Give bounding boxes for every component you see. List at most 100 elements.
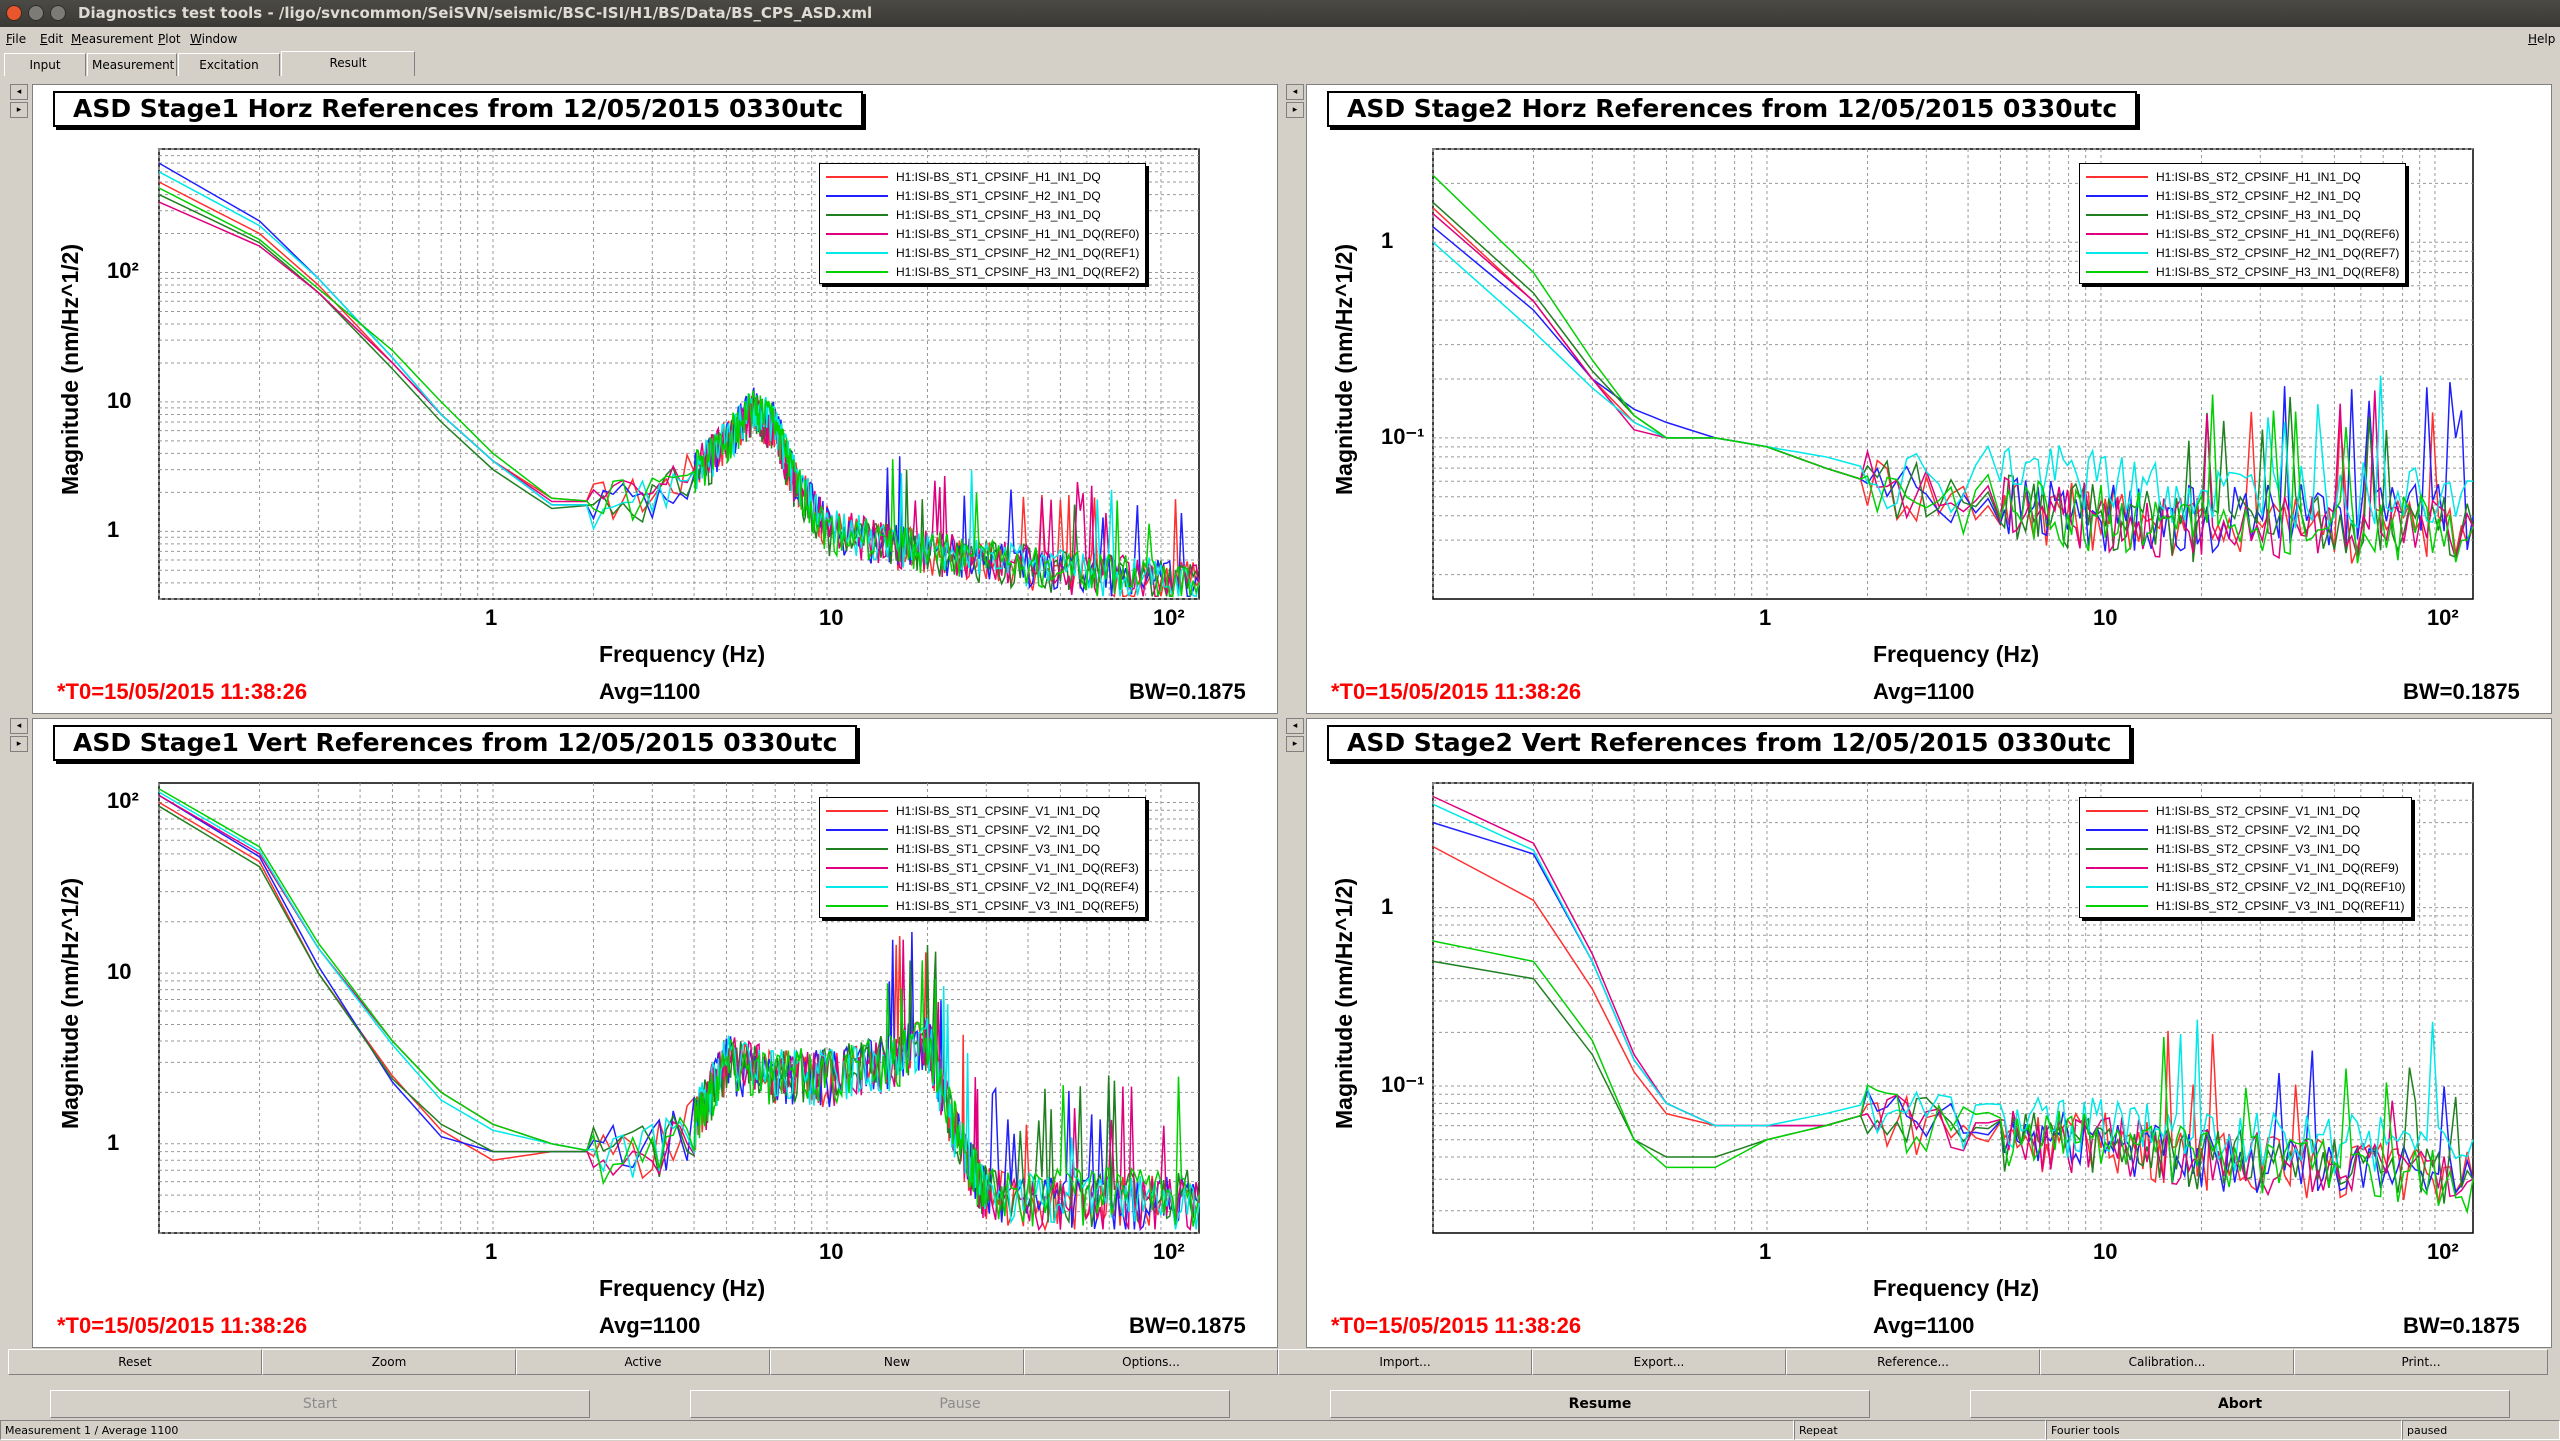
plot-panel-stage1-horz[interactable]: ASD Stage1 Horz References from 12/05/20… <box>32 84 1278 714</box>
tab-measurement[interactable]: Measurement <box>87 53 177 76</box>
legend-entry: H1:ISI-BS_ST2_CPSINF_H2_IN1_DQ <box>2086 186 2399 205</box>
close-icon[interactable] <box>6 5 22 21</box>
menu-measurement[interactable]: Measurement <box>71 32 154 46</box>
new-button[interactable]: New <box>770 1349 1024 1375</box>
options-button[interactable]: Options... <box>1024 1349 1278 1375</box>
active-button[interactable]: Active <box>516 1349 770 1375</box>
left-arrow-icon[interactable]: ◂ <box>1286 718 1304 734</box>
plot-panel-stage2-vert[interactable]: ASD Stage2 Vert References from 12/05/20… <box>1306 718 2552 1348</box>
abort-button[interactable]: Abort <box>1970 1390 2510 1418</box>
legend-label: H1:ISI-BS_ST1_CPSINF_V2_IN1_DQ <box>896 822 1101 837</box>
left-arrow-icon[interactable]: ◂ <box>1286 84 1304 100</box>
x-tick-label: 10 <box>818 605 844 630</box>
legend-swatch <box>2086 175 2148 178</box>
legend-entry: H1:ISI-BS_ST1_CPSINF_V1_IN1_DQ <box>826 801 1139 820</box>
zoom-button[interactable]: Zoom <box>262 1349 516 1375</box>
tab-result[interactable]: Result <box>281 51 415 76</box>
series-line-6 <box>1432 940 2474 1215</box>
reference-button[interactable]: Reference... <box>1786 1349 2040 1375</box>
series-line-6 <box>158 187 1200 598</box>
legend-entry: H1:ISI-BS_ST2_CPSINF_H3_IN1_DQ(REF8) <box>2086 262 2399 281</box>
legend-label: H1:ISI-BS_ST2_CPSINF_H2_IN1_DQ <box>2156 188 2361 203</box>
panel-nav-arrows-tr: ◂ ▸ <box>1286 84 1304 120</box>
legend-entry: H1:ISI-BS_ST1_CPSINF_V2_IN1_DQ(REF4) <box>826 877 1139 896</box>
averages-label: Avg=1100 <box>599 679 701 704</box>
menu-window[interactable]: Window <box>190 32 238 46</box>
x-tick-label: 10 <box>2092 1239 2118 1264</box>
menu-plot[interactable]: Plot <box>158 32 181 46</box>
x-tick-label: 1 <box>1758 1239 1772 1264</box>
right-arrow-icon[interactable]: ▸ <box>10 102 28 118</box>
series-line-6 <box>1432 174 2474 564</box>
legend-swatch <box>2086 213 2148 216</box>
left-arrow-icon[interactable]: ◂ <box>10 718 28 734</box>
legend-label: H1:ISI-BS_ST1_CPSINF_V2_IN1_DQ(REF4) <box>896 879 1139 894</box>
maximize-icon[interactable] <box>50 5 66 21</box>
legend-label: H1:ISI-BS_ST1_CPSINF_V3_IN1_DQ(REF5) <box>896 898 1139 913</box>
menu-help[interactable]: Help <box>2528 32 2556 46</box>
y-axis-label: Magnitude (nm/Hz^1/2) <box>57 243 83 495</box>
legend-label: H1:ISI-BS_ST2_CPSINF_H2_IN1_DQ(REF7) <box>2156 245 2400 260</box>
plot-panel-stage1-vert[interactable]: ASD Stage1 Vert References from 12/05/20… <box>32 718 1278 1348</box>
menu-edit[interactable]: Edit <box>40 32 64 46</box>
right-arrow-icon[interactable]: ▸ <box>1286 736 1304 752</box>
y-tick-label: 10 <box>107 959 132 985</box>
trigger-time-label: *T0=15/05/2015 11:38:26 <box>1331 679 1582 704</box>
export-button[interactable]: Export... <box>1532 1349 1786 1375</box>
series-line-5 <box>158 791 1200 1230</box>
legend-entry: H1:ISI-BS_ST2_CPSINF_V3_IN1_DQ(REF11) <box>2086 896 2405 915</box>
legend-swatch <box>826 232 888 235</box>
y-tick-label: 1 <box>107 517 120 543</box>
legend-entry: H1:ISI-BS_ST1_CPSINF_H3_IN1_DQ <box>826 205 1139 224</box>
minimize-icon[interactable] <box>28 5 44 21</box>
import-button[interactable]: Import... <box>1278 1349 1532 1375</box>
y-tick-label: 1 <box>1381 893 1394 919</box>
legend-label: H1:ISI-BS_ST1_CPSINF_H3_IN1_DQ(REF2) <box>896 264 1140 279</box>
legend-swatch <box>2086 904 2148 907</box>
legend-swatch <box>826 213 888 216</box>
legend-swatch <box>2086 866 2148 869</box>
tab-bar: Input Measurement Excitation Result <box>4 51 416 79</box>
y-tick-label: 10⁻¹ <box>1381 423 1425 449</box>
legend-entry: H1:ISI-BS_ST1_CPSINF_H1_IN1_DQ <box>826 167 1139 186</box>
tab-excitation[interactable]: Excitation <box>178 53 280 76</box>
x-axis-label: Frequency (Hz) <box>1873 1275 2040 1301</box>
legend-entry: H1:ISI-BS_ST1_CPSINF_V2_IN1_DQ <box>826 820 1139 839</box>
trigger-time-label: *T0=15/05/2015 11:38:26 <box>1331 1313 1582 1338</box>
x-axis-label: Frequency (Hz) <box>599 641 766 667</box>
y-tick-label: 1 <box>107 1129 120 1155</box>
pause-button[interactable]: Pause <box>690 1390 1230 1418</box>
legend-entry: H1:ISI-BS_ST2_CPSINF_H1_IN1_DQ <box>2086 167 2399 186</box>
legend-label: H1:ISI-BS_ST1_CPSINF_V3_IN1_DQ <box>896 841 1101 856</box>
legend-label: H1:ISI-BS_ST2_CPSINF_V3_IN1_DQ(REF11) <box>2156 898 2405 913</box>
plot-legend: H1:ISI-BS_ST1_CPSINF_V1_IN1_DQ H1:ISI-BS_… <box>819 797 1146 918</box>
status-repeat: Repeat <box>1794 1420 2046 1440</box>
legend-swatch <box>826 828 888 831</box>
legend-swatch <box>826 194 888 197</box>
x-tick-label: 10² <box>2426 605 2459 630</box>
print-button[interactable]: Print... <box>2294 1349 2548 1375</box>
legend-entry: H1:ISI-BS_ST2_CPSINF_V2_IN1_DQ <box>2086 820 2405 839</box>
legend-entry: H1:ISI-BS_ST1_CPSINF_H2_IN1_DQ <box>826 186 1139 205</box>
legend-label: H1:ISI-BS_ST1_CPSINF_H2_IN1_DQ(REF1) <box>896 245 1140 260</box>
window-titlebar[interactable]: Diagnostics test tools - /ligo/svncommon… <box>0 0 2560 27</box>
plot-title: ASD Stage1 Horz References from 12/05/20… <box>53 91 864 127</box>
plot-panel-stage2-horz[interactable]: ASD Stage2 Horz References from 12/05/20… <box>1306 84 2552 714</box>
right-arrow-icon[interactable]: ▸ <box>10 736 28 752</box>
start-button[interactable]: Start <box>50 1390 590 1418</box>
right-arrow-icon[interactable]: ▸ <box>1286 102 1304 118</box>
tab-input[interactable]: Input <box>4 53 86 76</box>
legend-swatch <box>826 270 888 273</box>
calibration-button[interactable]: Calibration... <box>2040 1349 2294 1375</box>
plot-title: ASD Stage2 Horz References from 12/05/20… <box>1327 91 2138 127</box>
reset-button[interactable]: Reset <box>8 1349 262 1375</box>
y-axis-label: Magnitude (nm/Hz^1/2) <box>1331 243 1357 495</box>
left-arrow-icon[interactable]: ◂ <box>10 84 28 100</box>
legend-entry: H1:ISI-BS_ST1_CPSINF_H3_IN1_DQ(REF2) <box>826 262 1139 281</box>
status-measurement: Measurement 1 / Average 1100 <box>0 1420 1794 1440</box>
resume-button[interactable]: Resume <box>1330 1390 1870 1418</box>
menu-file[interactable]: File <box>6 32 27 46</box>
legend-label: H1:ISI-BS_ST2_CPSINF_H1_IN1_DQ(REF6) <box>2156 226 2400 241</box>
legend-swatch <box>2086 828 2148 831</box>
averages-label: Avg=1100 <box>599 1313 701 1338</box>
